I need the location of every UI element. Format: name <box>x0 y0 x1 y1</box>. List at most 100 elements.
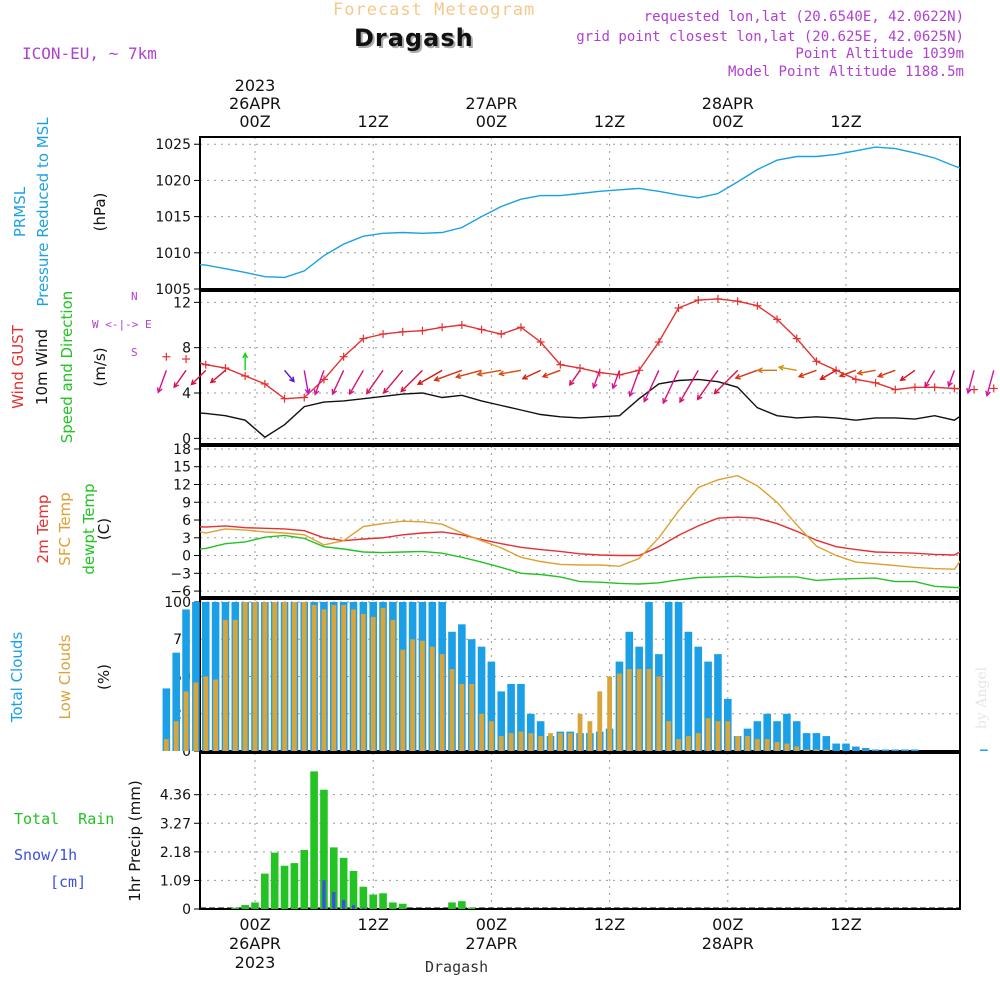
bottom-axis-label: 00Z <box>712 915 743 934</box>
low-cloud-bar <box>360 613 366 751</box>
model-label: ICON-EU, ~ 7km <box>22 44 157 63</box>
low-cloud-bar <box>429 646 435 751</box>
cloud-bars <box>162 601 988 751</box>
rain-bar <box>359 886 368 909</box>
low-cloud-bar <box>607 676 612 751</box>
wind-arrow <box>382 369 404 395</box>
total-cloud-bar <box>871 749 880 751</box>
y-tick-label: 3.27 <box>160 816 191 832</box>
gust-marker <box>280 394 289 403</box>
wind-arrow <box>156 370 168 394</box>
total-cloud-bar <box>783 713 791 751</box>
gust-marker <box>339 352 348 361</box>
snow-unit: [cm] <box>50 873 87 891</box>
total-cloud-bar <box>802 733 811 751</box>
wind-arrow <box>643 370 660 403</box>
wind-arrow <box>365 369 384 395</box>
top-axis-label: 27APR <box>465 94 517 113</box>
wind-arrow <box>190 369 207 386</box>
rain-bar <box>379 893 387 909</box>
wind-arrow <box>400 369 423 393</box>
y-tick-label: 8 <box>182 341 191 357</box>
y-tick-label: 4 <box>182 386 191 402</box>
wind-arrow <box>454 369 482 379</box>
low-cloud-bar <box>754 739 760 751</box>
wind-arrow <box>899 369 916 382</box>
rain-bar <box>280 865 289 909</box>
low-cloud-bar <box>311 604 317 751</box>
low-cloud-bar <box>656 676 662 751</box>
rain-bar <box>330 847 338 909</box>
total-cloud-bar <box>812 733 821 751</box>
top-axis-label: 12Z <box>594 112 625 131</box>
grid-point-coords: grid point closest lon,lat (20.625E, 42.… <box>576 29 964 45</box>
gust-marker <box>497 330 506 339</box>
low-cloud-bar <box>282 601 287 751</box>
wind-arrow <box>592 370 601 390</box>
total-cloud-bar <box>822 736 831 751</box>
low-cloud-bar <box>725 721 731 751</box>
wind-arrow <box>966 370 975 395</box>
top-axis-label: 00Z <box>476 112 507 131</box>
gust-marker <box>300 393 309 402</box>
wind-direction-arrows <box>156 352 995 405</box>
gust-marker <box>930 383 939 392</box>
gust-marker <box>359 334 368 343</box>
low-cloud-bar <box>538 736 544 751</box>
low-cloud-bar <box>479 713 484 751</box>
wind-frame <box>199 290 961 445</box>
low-cloud-bar <box>508 733 514 751</box>
footer-location: Dragash <box>425 958 489 976</box>
low-cloud-bar <box>597 691 603 751</box>
wind-arrow <box>568 369 581 387</box>
low-cloud-bar <box>252 601 258 751</box>
low-cloud-bar <box>410 639 415 751</box>
low-cloud-bar <box>498 736 504 751</box>
compass-south: S <box>131 346 138 359</box>
low-cloud-bar <box>557 733 563 751</box>
temperature-frame <box>199 445 961 598</box>
y-tick-label: 0 <box>182 744 191 760</box>
y-tick-label: 18 <box>173 442 191 458</box>
low-cloud-bar <box>213 679 218 751</box>
low-cloud-bar <box>341 604 347 751</box>
total-cloud-bar <box>832 743 840 751</box>
rain-bar <box>458 901 466 909</box>
gust-marker <box>989 384 998 393</box>
total-cloud-bar <box>881 749 890 751</box>
wind-arrow <box>734 369 758 380</box>
wind-arrow <box>303 370 311 395</box>
total-cloud-bar <box>704 661 712 751</box>
low-cloud-bar <box>489 721 494 751</box>
low-cloud-bar <box>745 736 750 751</box>
precip-panel: 0 1.09 2.18 3.27 4.36 <box>160 752 961 918</box>
low-cloud-bar <box>469 683 475 751</box>
low-cloud-bar <box>794 746 800 751</box>
total-cloud-bar <box>507 683 515 751</box>
wind-arrow <box>679 369 699 404</box>
product-title: Forecast Meteogram <box>333 0 536 20</box>
low-cloud-bar <box>420 640 425 751</box>
precip-bars <box>200 771 960 909</box>
low-cloud-bar <box>163 739 169 751</box>
wind-arrow <box>242 352 249 371</box>
low-cloud-bar <box>351 609 356 751</box>
low-cloud-bar <box>203 676 209 751</box>
low-cloud-bar <box>705 718 711 751</box>
gust-marker <box>516 323 525 332</box>
wind-panel: 0 4 8 12 <box>173 290 961 447</box>
rain-bar <box>241 905 249 909</box>
total-cloud-bar <box>664 601 673 751</box>
y-tick-label: 6 <box>182 513 191 529</box>
gust-marker <box>674 304 683 312</box>
low-cloud-bar <box>459 683 465 751</box>
y-tick-label: 1005 <box>155 282 191 298</box>
wind-arrow <box>947 370 956 388</box>
low-cloud-bar <box>626 669 632 751</box>
low-cloud-bar <box>183 691 189 751</box>
point-altitude: Point Altitude 1039m <box>795 46 964 62</box>
rain-bar <box>231 907 240 909</box>
gust-marker <box>950 384 959 393</box>
wind-arrow <box>756 367 778 374</box>
precip-frame <box>199 752 961 910</box>
